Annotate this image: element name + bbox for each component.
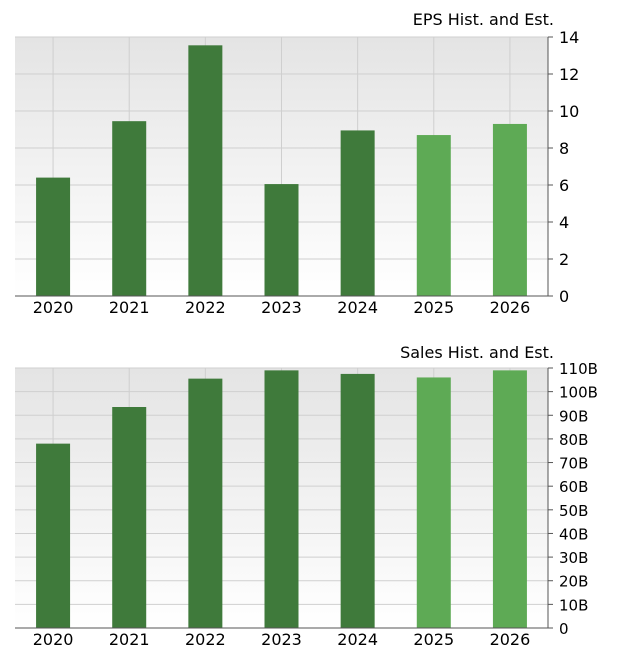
y-tick-label: 40B xyxy=(559,525,588,543)
x-tick-label: 2024 xyxy=(337,298,378,317)
y-tick-label: 50B xyxy=(559,502,588,520)
y-tick-label: 10 xyxy=(559,102,579,121)
x-tick-label: 2026 xyxy=(490,298,531,317)
y-tick-label: 2 xyxy=(559,250,569,269)
y-tick-label: 0 xyxy=(559,287,569,306)
y-tick-label: 0 xyxy=(559,620,569,638)
bar-historical xyxy=(112,407,147,628)
y-tick-label: 110B xyxy=(559,360,598,378)
y-tick-label: 80B xyxy=(559,431,588,449)
chart-title: Sales Hist. and Est. xyxy=(400,343,554,362)
y-tick-label: 6 xyxy=(559,176,569,195)
y-tick-label: 100B xyxy=(559,384,598,402)
x-tick-label: 2025 xyxy=(413,630,454,649)
y-tick-label: 4 xyxy=(559,213,569,232)
x-tick-label: 2024 xyxy=(337,630,378,649)
y-tick-label: 30B xyxy=(559,549,588,567)
x-tick-label: 2020 xyxy=(33,298,74,317)
y-tick-label: 90B xyxy=(559,407,588,425)
y-tick-label: 70B xyxy=(559,455,588,473)
x-tick-label: 2022 xyxy=(185,630,226,649)
eps-chart: EPS Hist. and Est. 0 2 4 6 8 10 12 14 2020 2021 20… xyxy=(15,10,579,317)
chart-title: EPS Hist. and Est. xyxy=(413,10,554,29)
bar-historical xyxy=(36,177,71,296)
x-tick-label: 2026 xyxy=(490,630,531,649)
y-tick-label: 8 xyxy=(559,139,569,158)
bar-historical xyxy=(112,121,147,296)
y-tick-label: 20B xyxy=(559,573,588,591)
bar-estimate xyxy=(492,123,527,296)
x-tick-label: 2023 xyxy=(261,298,302,317)
x-tick-label: 2025 xyxy=(413,298,454,317)
bar-historical xyxy=(188,378,223,628)
bar-estimate xyxy=(492,370,527,628)
y-tick-label: 60B xyxy=(559,478,588,496)
x-tick-label: 2022 xyxy=(185,298,226,317)
bar-historical xyxy=(264,184,299,296)
sales-chart: Sales Hist. and Est. 0 10B 20B 30B 40B 50B 60B… xyxy=(15,343,598,649)
bar-estimate xyxy=(416,377,451,628)
bar-historical xyxy=(340,373,375,628)
bar-estimate xyxy=(416,135,451,296)
x-tick-label: 2021 xyxy=(109,298,150,317)
bar-historical xyxy=(188,45,223,297)
bar-historical xyxy=(264,370,299,628)
y-tick-label: 10B xyxy=(559,596,588,614)
bar-historical xyxy=(340,130,375,296)
x-tick-label: 2023 xyxy=(261,630,302,649)
x-tick-label: 2021 xyxy=(109,630,150,649)
y-tick-label: 14 xyxy=(559,28,579,47)
x-tick-label: 2020 xyxy=(33,630,74,649)
bar-historical xyxy=(36,443,71,628)
y-tick-label: 12 xyxy=(559,65,579,84)
